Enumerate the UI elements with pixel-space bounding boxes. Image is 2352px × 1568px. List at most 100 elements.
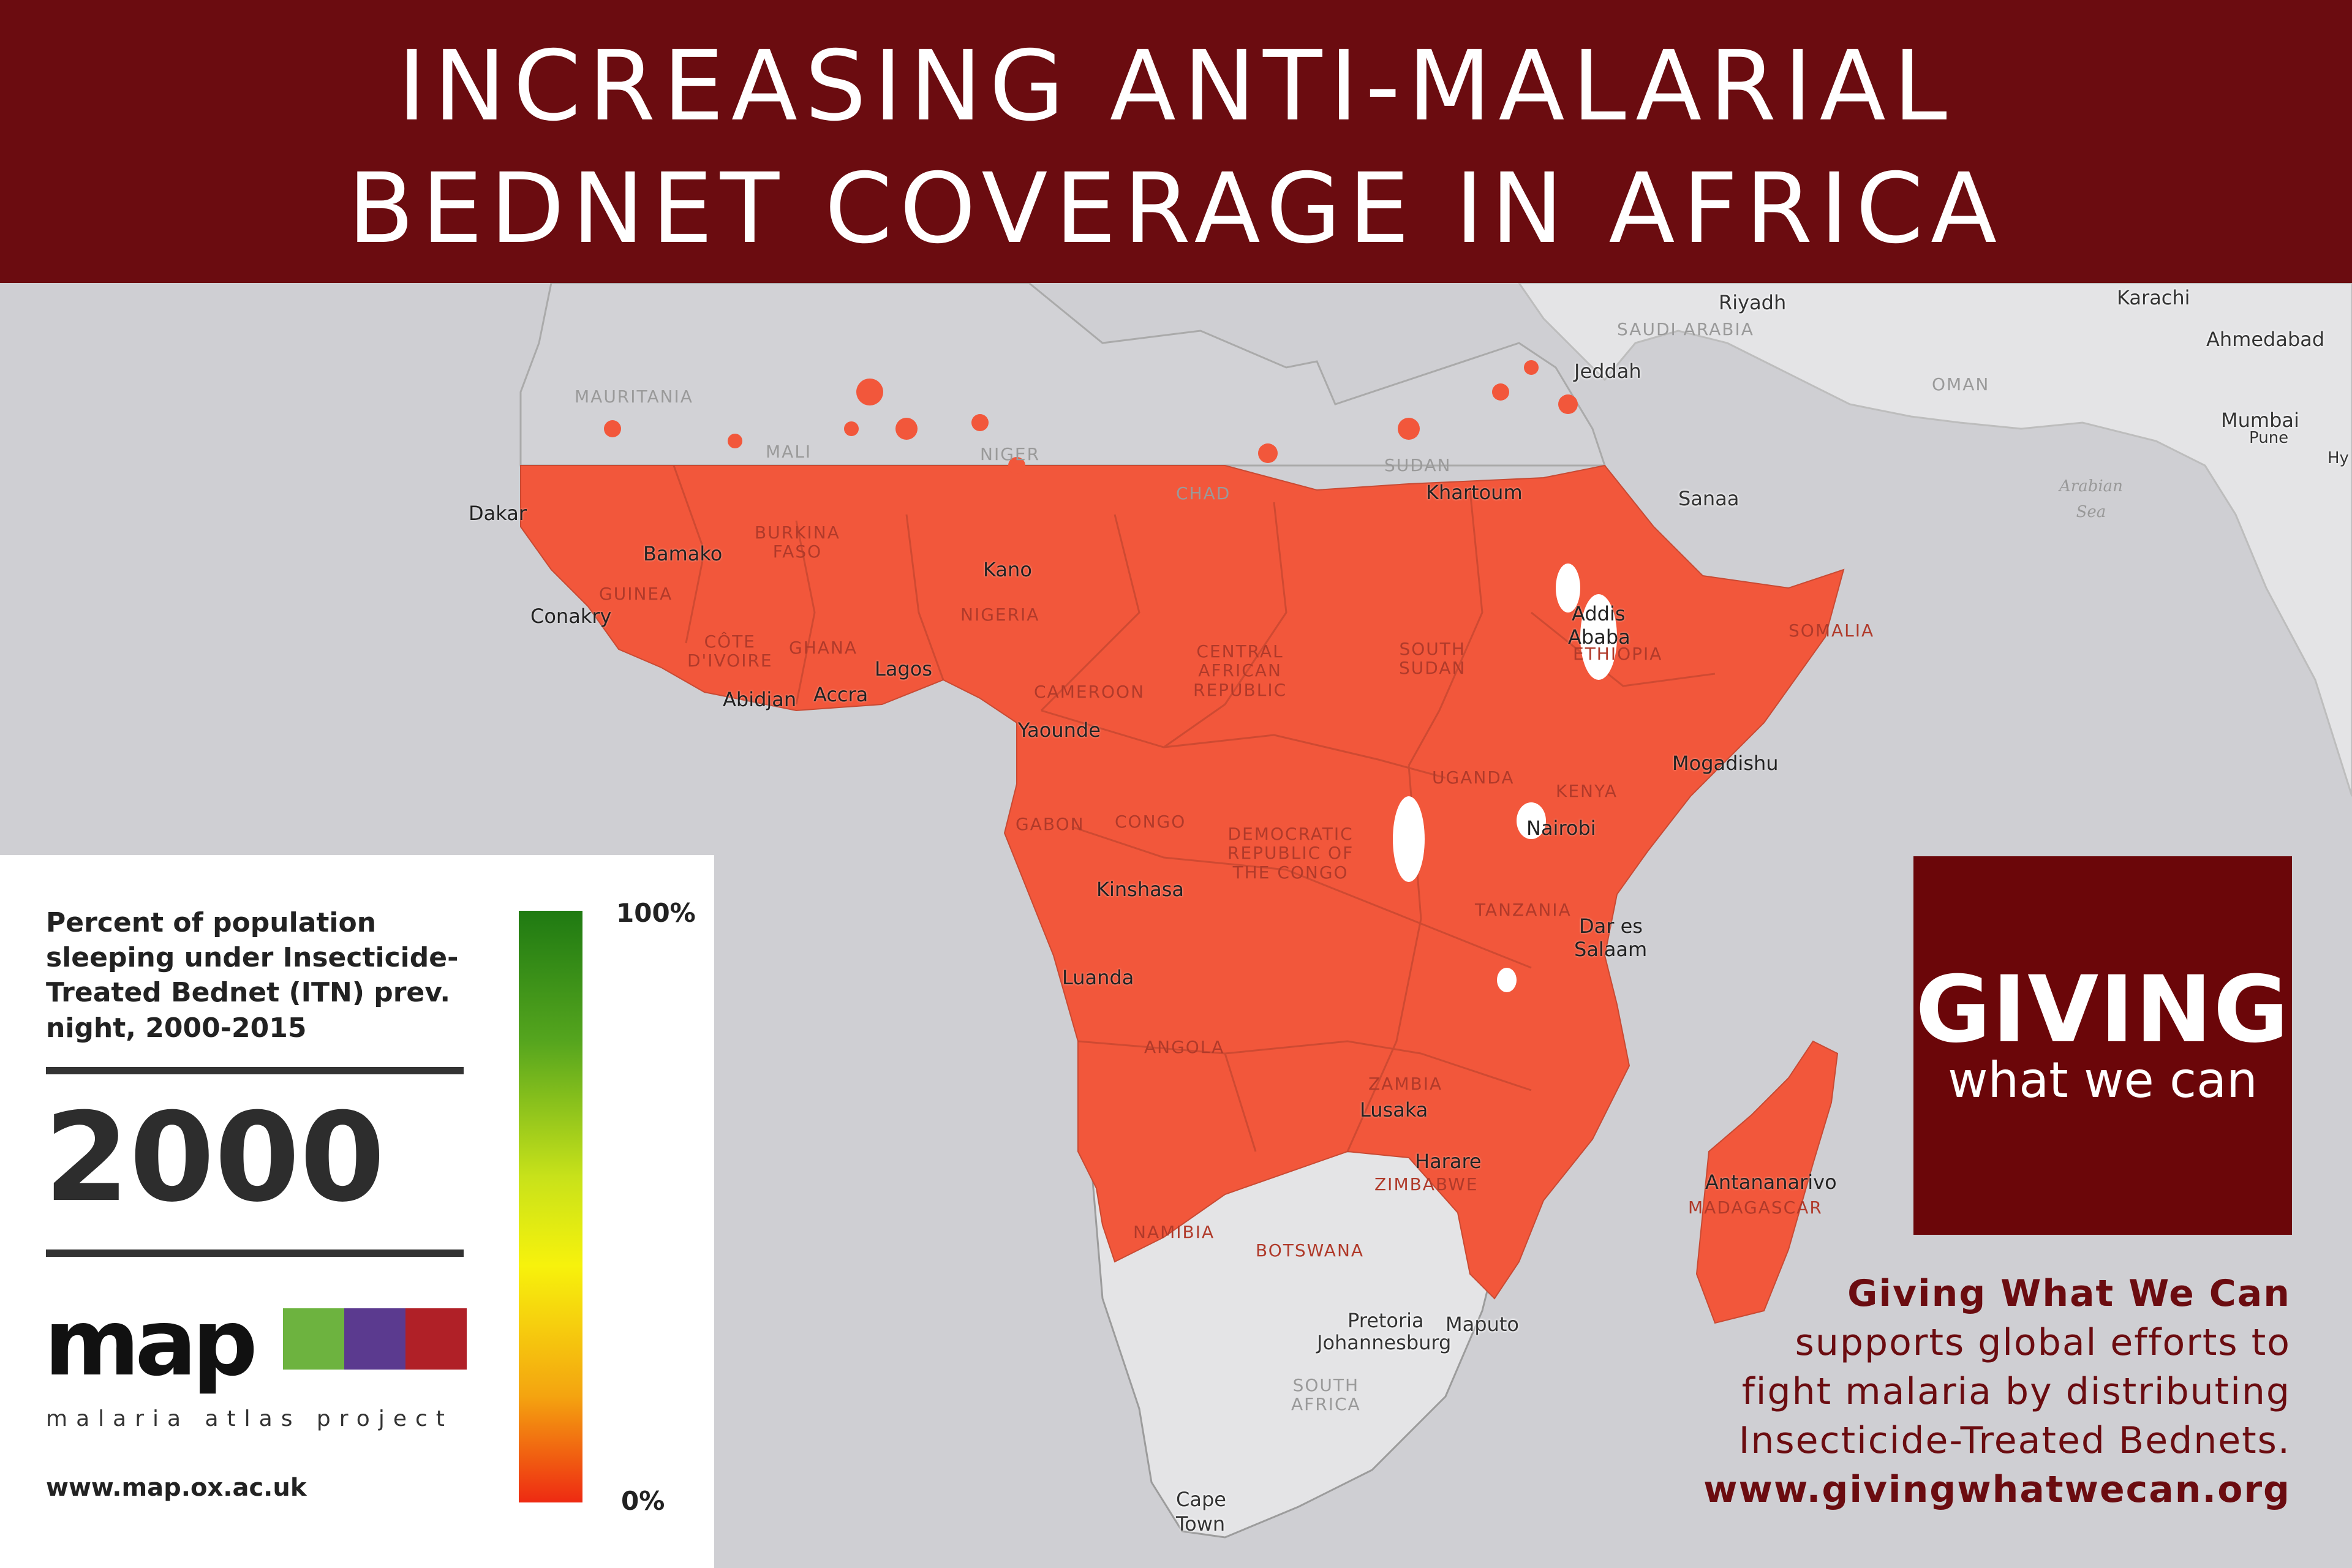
country-label: UGANDA bbox=[1432, 767, 1515, 788]
americas-icon bbox=[283, 1308, 344, 1370]
map-logo-continents bbox=[283, 1308, 467, 1370]
title-banner: INCREASING ANTI-MALARIAL BEDNET COVERAGE… bbox=[0, 0, 2352, 283]
country-label: MAURITANIA bbox=[575, 386, 693, 407]
country-label: SOMALIA bbox=[1789, 620, 1875, 641]
gwwc-url[interactable]: www.givingwhatwecan.org bbox=[1703, 1468, 2291, 1511]
city-label: Accra bbox=[813, 683, 869, 706]
city-label: Khartoum bbox=[1426, 481, 1523, 504]
uncovered-highlands bbox=[1393, 564, 1617, 992]
country-label: CÔTE D'IVOIRE bbox=[687, 631, 773, 671]
city-label: Lagos bbox=[875, 657, 932, 680]
sea-label: Arabian Sea bbox=[2059, 477, 2123, 521]
city-label: Maputo bbox=[1446, 1313, 1519, 1336]
city-label: Bamako bbox=[643, 542, 723, 565]
city-label: Cape bbox=[1176, 1488, 1226, 1511]
city-label: Luanda bbox=[1062, 966, 1134, 989]
country-label: CHAD bbox=[1176, 483, 1231, 503]
banner-title-line1: INCREASING ANTI-MALARIAL bbox=[398, 30, 1954, 143]
scale-max-label: 100% bbox=[616, 898, 696, 928]
legend-title-line: night, 2000-2015 bbox=[46, 1012, 307, 1044]
city-label: Conakry bbox=[530, 605, 612, 628]
city-label: Hy bbox=[2328, 449, 2349, 467]
country-label: CAMEROON bbox=[1034, 682, 1145, 702]
country-label: NAMIBIA bbox=[1133, 1222, 1215, 1242]
legend-divider bbox=[46, 1250, 464, 1257]
country-label: MADAGASCAR bbox=[1688, 1197, 1823, 1218]
coverage-patches bbox=[604, 360, 1578, 474]
country-label: NIGER bbox=[980, 444, 1041, 464]
country-label: GUINEA bbox=[599, 584, 673, 604]
legend-title-line: Percent of population bbox=[46, 907, 377, 938]
country-label: ANGOLA bbox=[1144, 1037, 1225, 1057]
city-label: Harare bbox=[1415, 1150, 1482, 1173]
city-label: Karachi bbox=[2117, 286, 2190, 309]
gwwc-message: Giving What We Can supports global effor… bbox=[1556, 1269, 2291, 1514]
country-label: GHANA bbox=[789, 638, 858, 658]
gwwc-logo-main: GIVING bbox=[1915, 957, 2290, 1063]
city-label: Pretoria bbox=[1348, 1309, 1424, 1332]
legend-title-line: Treated Bednet (ITN) prev. bbox=[46, 977, 451, 1009]
madagascar bbox=[1695, 1040, 1839, 1324]
city-label: Ababa bbox=[1568, 625, 1630, 649]
asia-icon bbox=[405, 1308, 467, 1370]
country-label: SUDAN bbox=[1384, 455, 1452, 475]
country-label: BURKINA FASO bbox=[755, 522, 840, 562]
city-label: Riyadh bbox=[1719, 291, 1787, 314]
city-label: Yaounde bbox=[1018, 718, 1101, 742]
city-label: Jeddah bbox=[1574, 360, 1642, 383]
country-borders bbox=[673, 465, 1716, 1152]
city-label: Dar es bbox=[1579, 914, 1643, 938]
banner-title-line2: BEDNET COVERAGE IN AFRICA bbox=[347, 153, 2005, 265]
city-label: Antananarivo bbox=[1705, 1170, 1837, 1194]
coverage-area bbox=[520, 464, 1845, 1300]
city-label: Kano bbox=[983, 558, 1032, 581]
country-label: BOTSWANA bbox=[1256, 1240, 1365, 1261]
gwwc-logo-sub: what we can bbox=[1948, 1052, 2258, 1109]
legend-panel: Percent of population sleeping under Ins… bbox=[0, 855, 714, 1568]
country-label: OMAN bbox=[1932, 374, 1990, 394]
gwwc-message-line: fight malaria by distributing bbox=[1741, 1370, 2291, 1413]
land-north-africa bbox=[519, 282, 1607, 467]
city-label: Dakar bbox=[469, 502, 527, 525]
city-label: Sanaa bbox=[1678, 487, 1740, 510]
country-label: CONGO bbox=[1115, 812, 1186, 832]
map-project-name: malaria atlas project bbox=[46, 1406, 453, 1431]
gwwc-message-head: Giving What We Can bbox=[1847, 1272, 2291, 1315]
city-label: Pune bbox=[2249, 429, 2289, 447]
country-label: NIGERIA bbox=[960, 605, 1040, 625]
country-label: ZAMBIA bbox=[1368, 1074, 1443, 1094]
city-label: Mumbai bbox=[2221, 409, 2299, 432]
gwwc-message-line: Insecticide-Treated Bednets. bbox=[1738, 1419, 2291, 1462]
map-url[interactable]: www.map.ox.ac.uk bbox=[46, 1474, 307, 1502]
city-label: Lusaka bbox=[1360, 1098, 1428, 1121]
city-label: Mogadishu bbox=[1672, 752, 1779, 775]
country-label: SOUTH SUDAN bbox=[1399, 639, 1466, 679]
city-label: Addis bbox=[1572, 602, 1626, 625]
city-label: Nairobi bbox=[1526, 816, 1596, 840]
country-label: GABON bbox=[1016, 814, 1085, 834]
land-arabia bbox=[1517, 282, 2352, 797]
city-label: Abidjan bbox=[723, 688, 797, 711]
country-label: KENYA bbox=[1556, 781, 1618, 801]
country-label: SOUTH AFRICA bbox=[1291, 1375, 1361, 1415]
gwwc-message-line: supports global efforts to bbox=[1795, 1321, 2291, 1364]
legend-year: 2000 bbox=[44, 1087, 385, 1229]
legend-title: Percent of population sleeping under Ins… bbox=[46, 905, 518, 1046]
city-label: Ahmedabad bbox=[2206, 328, 2325, 351]
city-label: Salaam bbox=[1574, 938, 1648, 961]
city-label: Kinshasa bbox=[1096, 878, 1184, 901]
country-label: ETHIOPIA bbox=[1573, 644, 1663, 664]
country-label: CENTRAL AFRICAN REPUBLIC bbox=[1193, 641, 1287, 700]
country-label: SAUDI ARABIA bbox=[1617, 319, 1754, 339]
africa-icon bbox=[344, 1308, 405, 1370]
scale-min-label: 0% bbox=[621, 1486, 665, 1516]
map-logo-wordmark: map bbox=[44, 1290, 258, 1396]
legend-divider bbox=[46, 1067, 464, 1074]
country-label: DEMOCRATIC REPUBLIC OF THE CONGO bbox=[1227, 824, 1354, 883]
country-label: MALI bbox=[766, 442, 812, 462]
gwwc-logo[interactable]: GIVING what we can bbox=[1913, 856, 2292, 1235]
legend-title-line: sleeping under Insecticide- bbox=[46, 942, 459, 974]
country-label: ZIMBABWE bbox=[1374, 1174, 1479, 1194]
city-label: Town bbox=[1176, 1512, 1226, 1536]
coverage-gradient-bar bbox=[519, 911, 582, 1502]
